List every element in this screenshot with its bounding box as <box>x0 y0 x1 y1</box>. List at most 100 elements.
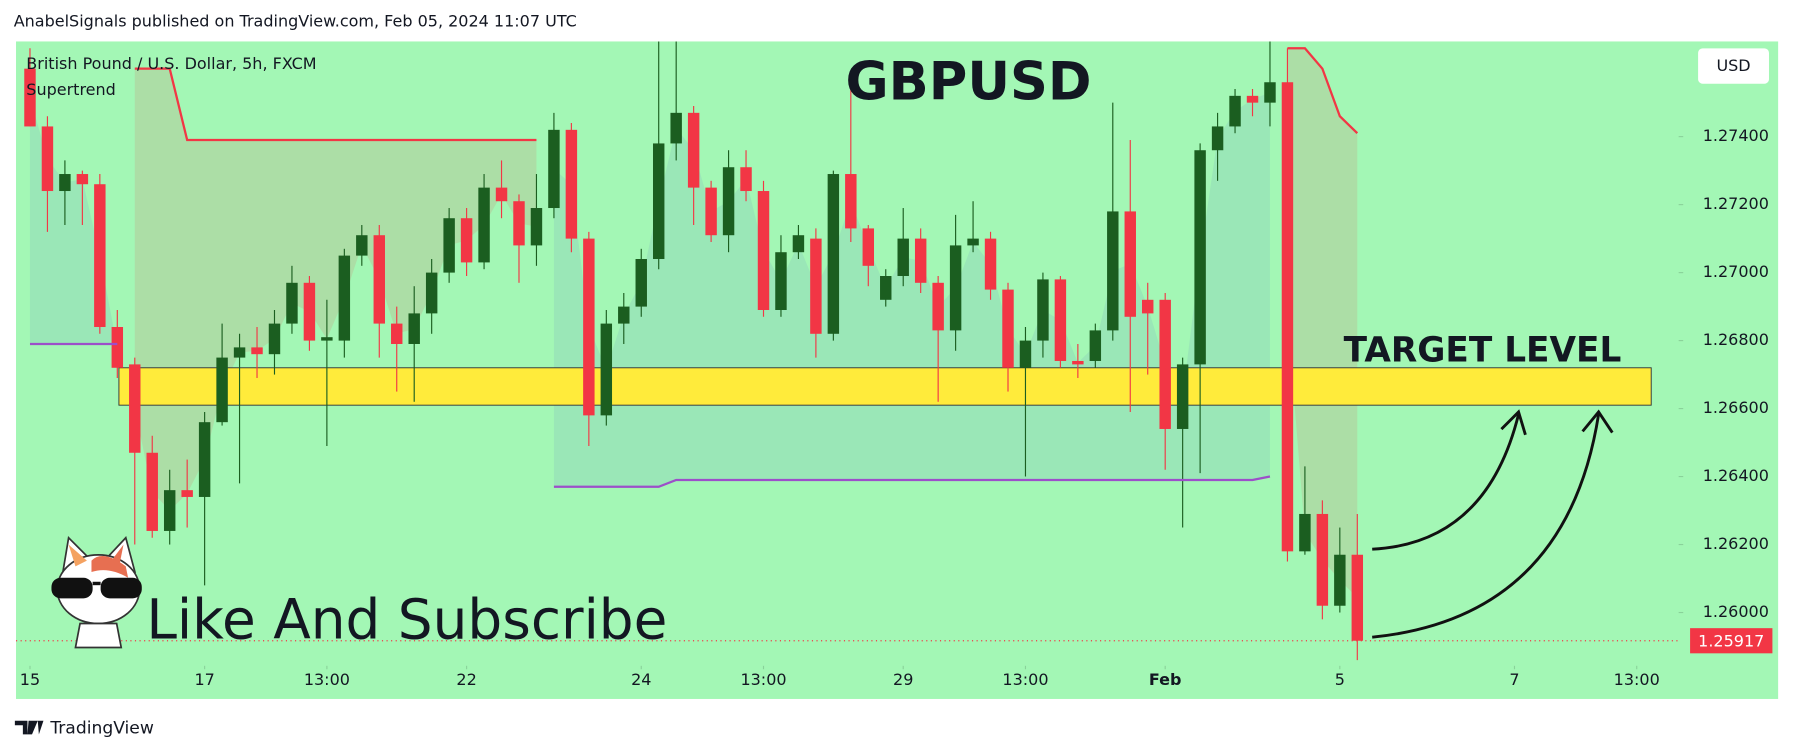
x-tick-label: 24 <box>631 670 651 689</box>
candle-body <box>810 238 822 334</box>
candle-body <box>373 235 385 324</box>
candle-body <box>1246 95 1259 103</box>
footer: TradingView <box>49 719 154 739</box>
candle-body <box>652 143 665 260</box>
y-tick-label: 1.26200 <box>1703 534 1769 553</box>
candle-body <box>1159 299 1171 429</box>
y-tick-label: 1.27200 <box>1703 194 1769 213</box>
candle-body <box>949 245 962 331</box>
currency-box[interactable] <box>1698 48 1769 84</box>
candle-body <box>425 272 438 314</box>
candle-body <box>635 259 647 307</box>
supertrend-line <box>134 67 537 142</box>
supertrend-line <box>553 475 1271 488</box>
last-price-badge <box>1690 628 1773 654</box>
candle-body <box>111 326 124 368</box>
zone-layer <box>118 367 1652 406</box>
candle-body <box>216 357 228 423</box>
candle-body <box>722 167 735 236</box>
candle-body <box>1264 82 1276 103</box>
candle-body <box>321 337 333 341</box>
candle-body <box>687 112 700 188</box>
candle-body <box>443 218 455 273</box>
candle-body <box>530 208 543 246</box>
candle-body <box>1072 360 1084 365</box>
x-tick-label: 13:00 <box>740 670 786 689</box>
x-tick-label: 5 <box>1335 670 1345 689</box>
cat-icon <box>51 535 142 649</box>
x-tick-label: 22 <box>456 670 476 689</box>
candle-body <box>495 187 508 202</box>
candles <box>24 41 1364 661</box>
candle-body <box>1037 279 1049 341</box>
candle-body <box>827 174 840 334</box>
y-tick-label: 1.26000 <box>1703 602 1769 621</box>
candle-body <box>478 187 490 263</box>
candle-body <box>146 452 158 531</box>
candle-body <box>1351 554 1364 641</box>
candle-body <box>251 347 263 355</box>
supertrend-line <box>1287 47 1359 135</box>
candle-body <box>286 282 298 324</box>
candle-body <box>1002 289 1014 368</box>
candle-body <box>94 184 106 327</box>
candle-body <box>757 191 770 310</box>
candle-body <box>338 255 351 341</box>
candle-body <box>1019 340 1032 368</box>
candle-body <box>1211 126 1224 151</box>
candle-body <box>1124 211 1136 317</box>
candle-body <box>513 201 525 246</box>
candle-body <box>1107 211 1119 331</box>
arrows <box>1372 409 1614 639</box>
candle-body <box>897 238 909 277</box>
candle-body <box>41 126 54 192</box>
header: AnabelSignals published on TradingView.c… <box>14 12 577 31</box>
candle-body <box>1229 95 1241 127</box>
x-tick-label: 13:00 <box>1002 670 1048 689</box>
y-tick-label: 1.26600 <box>1703 398 1769 417</box>
footer-logo <box>14 720 44 735</box>
x-tick-label: 13:00 <box>304 670 350 689</box>
trend-fill <box>1287 48 1358 598</box>
annotation: Like And Subscribe <box>146 588 667 652</box>
candle-body <box>862 228 875 266</box>
candle-body <box>600 323 613 416</box>
trend-fill <box>134 68 537 511</box>
x-tick-label: 29 <box>893 670 913 689</box>
candle-body <box>1281 82 1294 552</box>
candle-body <box>670 112 682 144</box>
candle-body <box>914 238 927 283</box>
candle-body <box>565 129 578 239</box>
x-tick-label: 17 <box>194 670 214 689</box>
candle-body <box>705 187 717 236</box>
candle-body <box>1176 364 1189 429</box>
candle-body <box>356 235 368 256</box>
last-price-label: 1.25917 <box>1698 631 1764 650</box>
indicator-name: Supertrend <box>26 80 116 99</box>
candle-body <box>181 490 193 497</box>
candle-body <box>1089 330 1102 361</box>
y-tick-label: 1.27000 <box>1703 262 1769 281</box>
candle-body <box>792 235 805 253</box>
overlay <box>16 47 1679 642</box>
candle-body <box>967 238 979 246</box>
candle-body <box>1299 513 1311 552</box>
zone-label: TARGET LEVEL <box>1344 330 1622 370</box>
candle-body <box>984 238 997 290</box>
candle-body <box>268 323 281 355</box>
x-tick-label: 13:00 <box>1614 670 1660 689</box>
candle-body <box>303 282 316 341</box>
y-tick-label: 1.26800 <box>1703 330 1769 349</box>
candle-body <box>775 252 787 310</box>
candle-body <box>59 174 71 192</box>
candle-body <box>583 238 595 416</box>
candle-body <box>198 422 211 497</box>
x-tick-label: Feb <box>1149 670 1182 689</box>
candle-body <box>1316 513 1329 606</box>
y-tick-label: 1.26400 <box>1703 466 1769 485</box>
candle-body <box>845 174 857 229</box>
target-zone <box>118 367 1652 406</box>
candle-body <box>460 218 473 263</box>
currency[interactable]: USD <box>1716 56 1750 75</box>
